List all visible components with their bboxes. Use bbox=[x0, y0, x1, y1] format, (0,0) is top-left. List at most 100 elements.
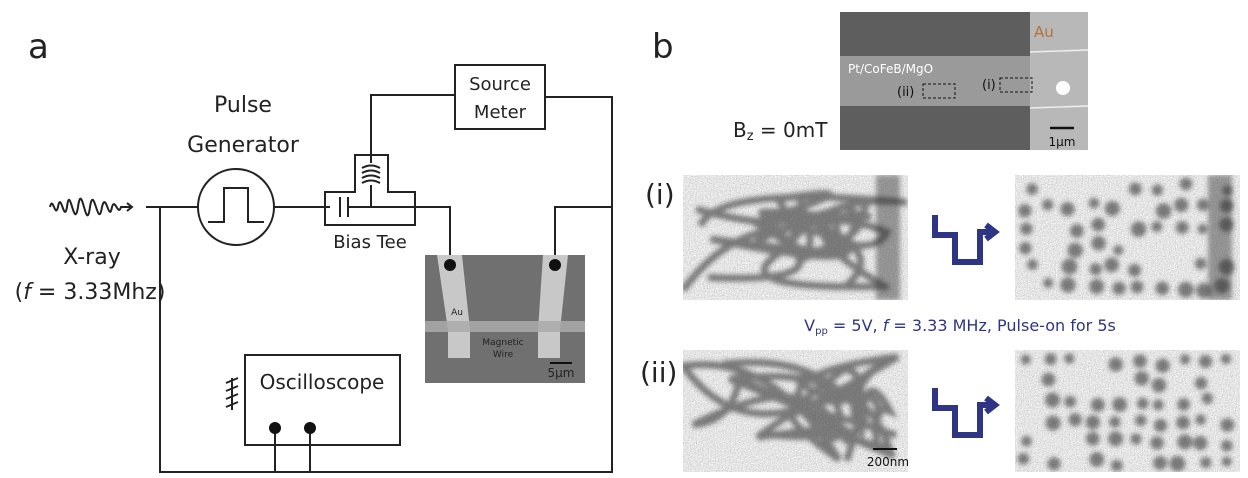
skyrmion bbox=[1043, 278, 1053, 288]
probe bbox=[269, 422, 281, 434]
skyrmion bbox=[1176, 416, 1190, 430]
skyrmion bbox=[1131, 280, 1144, 293]
skyrmion bbox=[1064, 396, 1076, 408]
skyrmion bbox=[1178, 282, 1194, 298]
electrode-label: Au bbox=[451, 308, 463, 318]
xmcd-image bbox=[683, 175, 908, 300]
skyrmion bbox=[1045, 392, 1060, 407]
skyrmion bbox=[1195, 258, 1207, 270]
skyrmion bbox=[1021, 354, 1031, 364]
skyrmion bbox=[1046, 415, 1061, 430]
skyrmion bbox=[1061, 259, 1077, 275]
xmcd-image bbox=[1015, 350, 1240, 472]
skyrmion bbox=[1193, 436, 1207, 450]
skyrmion bbox=[1150, 436, 1163, 449]
scale-label: 200nm bbox=[867, 455, 909, 469]
skyrmion bbox=[1091, 236, 1106, 251]
skyrmion bbox=[1197, 199, 1209, 211]
row-label: (ii) bbox=[640, 356, 677, 389]
skyrmion bbox=[1070, 224, 1084, 238]
au-label: Au bbox=[1034, 23, 1054, 41]
wire-label: Wire bbox=[493, 350, 514, 360]
skyrmion bbox=[1195, 377, 1208, 390]
skyrmion bbox=[1195, 414, 1206, 425]
skyrmion bbox=[1089, 279, 1104, 294]
text: = 5V, bbox=[828, 316, 883, 335]
text: = 3.33Mhz) bbox=[31, 280, 165, 305]
skyrmion bbox=[1200, 457, 1211, 468]
skyrmion bbox=[1108, 357, 1122, 371]
text: = 3.33 MHz, Pulse-on for 5s bbox=[888, 316, 1116, 335]
pulse-generator-label: Generator bbox=[187, 133, 300, 158]
panel-label: a bbox=[28, 27, 49, 67]
background bbox=[1015, 350, 1240, 472]
row-label: (i) bbox=[645, 178, 675, 211]
skyrmion bbox=[1060, 277, 1076, 293]
skyrmion bbox=[1156, 359, 1170, 373]
skyrmion bbox=[1177, 434, 1192, 449]
skyrmion bbox=[1045, 353, 1057, 365]
skyrmion bbox=[1177, 398, 1190, 411]
skyrmion bbox=[1042, 373, 1056, 387]
contact bbox=[444, 259, 456, 271]
skyrmion bbox=[1174, 198, 1188, 212]
skyrmion bbox=[1091, 398, 1105, 412]
skyrmion bbox=[1199, 355, 1212, 368]
skyrmion bbox=[1221, 440, 1233, 452]
skyrmion bbox=[1133, 354, 1147, 368]
xray-wave bbox=[50, 199, 132, 216]
source-meter-label: Source bbox=[469, 74, 531, 95]
skyrmion bbox=[1089, 198, 1100, 209]
symbol: V bbox=[804, 316, 815, 335]
electrode-edge bbox=[876, 175, 900, 300]
skyrmion bbox=[1154, 419, 1167, 432]
skyrmion bbox=[1152, 184, 1163, 195]
field-label: Bz = 0mT bbox=[733, 118, 828, 144]
skyrmion bbox=[1020, 223, 1033, 236]
pulse-symbol bbox=[208, 188, 264, 222]
skyrmion bbox=[1221, 354, 1231, 364]
source-meter-label: Meter bbox=[474, 102, 527, 123]
xmcd-image bbox=[1015, 175, 1240, 300]
skyrmion bbox=[1170, 456, 1186, 472]
skyrmion bbox=[1086, 432, 1100, 446]
symbol: B bbox=[733, 118, 747, 142]
skyrmion bbox=[1155, 281, 1169, 295]
skyrmion bbox=[1112, 397, 1127, 412]
skyrmion bbox=[1021, 436, 1032, 447]
skyrmion bbox=[1112, 282, 1125, 295]
skyrmion bbox=[1105, 201, 1120, 216]
skyrmion bbox=[1090, 263, 1102, 275]
skyrmion bbox=[1060, 202, 1074, 216]
skyrmion bbox=[1153, 399, 1164, 410]
skyrmion bbox=[1113, 245, 1123, 255]
skyrmion bbox=[1109, 416, 1120, 427]
scale-label: 1μm bbox=[1049, 135, 1076, 149]
skyrmion bbox=[1176, 221, 1189, 234]
skyrmion bbox=[1068, 413, 1081, 426]
stack-label: Pt/CoFeB/MgO bbox=[848, 62, 933, 76]
skyrmion bbox=[1131, 221, 1147, 237]
skyrmion bbox=[1151, 221, 1162, 232]
inductor bbox=[362, 160, 380, 207]
figure: a X-ray (f = 3.33Mhz) Pulse Generator Bi… bbox=[0, 0, 1248, 478]
skyrmion bbox=[1220, 418, 1234, 432]
pulse-generator-label: Pulse bbox=[214, 93, 272, 118]
skyrmion bbox=[1135, 415, 1147, 427]
xray-label: X-ray bbox=[63, 245, 120, 270]
skyrmion bbox=[1129, 182, 1142, 195]
pulse-arrow bbox=[935, 215, 995, 262]
pulse-generator bbox=[198, 169, 274, 245]
xray-frequency: (f = 3.33Mhz) bbox=[15, 280, 166, 305]
skyrmion bbox=[1108, 431, 1123, 446]
skyrmion bbox=[1047, 457, 1060, 470]
marker-dot bbox=[1056, 81, 1070, 95]
subscript: pp bbox=[815, 326, 828, 337]
skyrmion bbox=[1091, 218, 1105, 232]
magnetic-wire bbox=[425, 321, 585, 332]
text: = 0mT bbox=[754, 118, 829, 142]
skyrmion bbox=[1089, 452, 1104, 467]
region-label: (ii) bbox=[897, 85, 914, 100]
skyrmion bbox=[1042, 199, 1053, 210]
xmcd-image bbox=[683, 350, 908, 472]
